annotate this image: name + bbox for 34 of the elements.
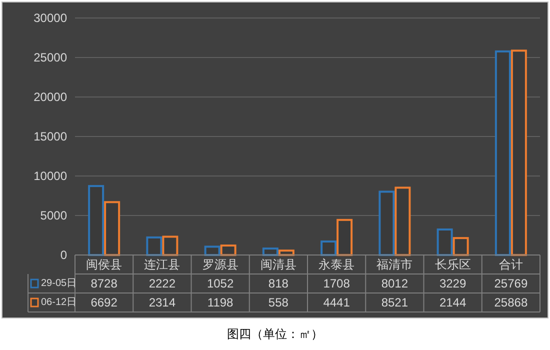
y-tick-label: 30000 [34, 11, 68, 25]
data-label: 6692 [90, 296, 118, 310]
data-label: 1198 [207, 296, 234, 310]
data-label: 25769 [494, 276, 528, 290]
x-tick-label: 福清市 [376, 258, 413, 272]
x-tick-label: 闽清县 [260, 258, 296, 272]
data-label: 558 [268, 296, 289, 310]
text: 图四（单位：㎡） [227, 327, 323, 341]
x-tick-label: 罗源县 [202, 258, 238, 272]
data-label: 4441 [323, 296, 350, 310]
data-label: 818 [268, 276, 289, 290]
data-label: 8521 [381, 296, 408, 310]
x-tick-label: 长乐区 [434, 258, 471, 272]
legend-label: 29-05日 [41, 278, 77, 289]
data-label: 2314 [148, 296, 176, 310]
y-tick-label: 20000 [34, 90, 68, 104]
y-tick-label: 5000 [40, 208, 68, 222]
data-label: 25868 [494, 296, 528, 310]
data-label: 8012 [381, 276, 408, 290]
data-label: 8728 [90, 276, 118, 290]
x-tick-label: 闽侯县 [86, 258, 122, 272]
data-label: 2222 [148, 276, 176, 290]
data-label: 1708 [323, 276, 350, 290]
x-tick-label: 合计 [498, 258, 523, 272]
y-tick-label: 25000 [34, 50, 68, 64]
x-tick-label: 永泰县 [318, 258, 355, 272]
data-label: 2144 [439, 296, 466, 310]
x-tick-label: 连江县 [144, 258, 180, 272]
y-tick-label: 10000 [34, 169, 68, 183]
legend-label: 06-12日 [41, 297, 77, 308]
data-label: 1052 [206, 276, 234, 290]
y-tick-label: 0 [60, 248, 68, 262]
data-label: 3229 [439, 276, 466, 290]
y-tick-label: 15000 [34, 130, 68, 144]
